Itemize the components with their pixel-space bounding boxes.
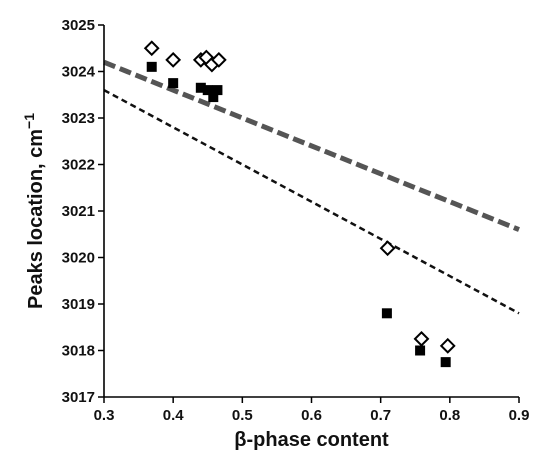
x-axis-title: β-phase content: [234, 429, 389, 451]
y-tick-label: 3025: [62, 17, 95, 34]
x-tick-label: 0.7: [370, 407, 391, 424]
trendline-layer: [103, 59, 520, 315]
y-axis-title: Peaks location, cm−1: [21, 113, 47, 309]
data-point-filled-square: [381, 308, 392, 319]
data-point-filled-square: [202, 85, 213, 96]
y-tick-label: 3018: [62, 343, 95, 360]
data-point-filled-square: [146, 61, 157, 72]
x-tick-label: 0.4: [163, 407, 185, 424]
data-point-open-diamond: [413, 330, 430, 347]
data-point-filled-square: [415, 345, 426, 356]
data-point-filled-square: [440, 357, 451, 368]
x-tick-label: 0.3: [94, 407, 115, 424]
y-tick-label: 3023: [62, 110, 95, 127]
x-tick-label: 0.5: [232, 407, 253, 424]
data-point-open-diamond: [210, 51, 227, 68]
y-axis-title-text: Peaks location, cm: [25, 129, 47, 309]
y-tick-label: 3020: [62, 250, 95, 267]
data-point-filled-square: [208, 92, 219, 103]
data-point-filled-square: [168, 78, 179, 89]
y-tick-label: 3019: [62, 296, 95, 313]
data-point-filled-square: [195, 82, 206, 93]
data-points-layer: [143, 40, 456, 368]
x-ticks: 0.3 0.4 0.5 0.6 0.7 0.8 0.9: [94, 397, 530, 424]
trendline-thick-dashed: [103, 59, 520, 232]
x-tick-label: 0.8: [439, 407, 460, 424]
y-tick-label: 3024: [62, 64, 96, 81]
y-tick-label: 3017: [62, 389, 95, 406]
trendline-thin-dashed: [103, 88, 520, 315]
y-axis-title-superscript: −1: [21, 113, 37, 129]
data-point-filled-square: [212, 85, 223, 96]
axes: [103, 25, 519, 398]
data-point-open-diamond: [439, 337, 456, 354]
y-tick-label: 3021: [62, 203, 95, 220]
data-point-open-diamond: [143, 40, 160, 57]
data-point-open-diamond: [379, 240, 396, 257]
data-point-open-diamond: [165, 51, 182, 68]
x-tick-label: 0.6: [301, 407, 322, 424]
x-tick-label: 0.9: [509, 407, 530, 424]
y-tick-label: 3022: [62, 157, 95, 174]
y-ticks: 3017 3018 3019 3020 3021 3022 3023 3024 3025: [62, 17, 104, 406]
